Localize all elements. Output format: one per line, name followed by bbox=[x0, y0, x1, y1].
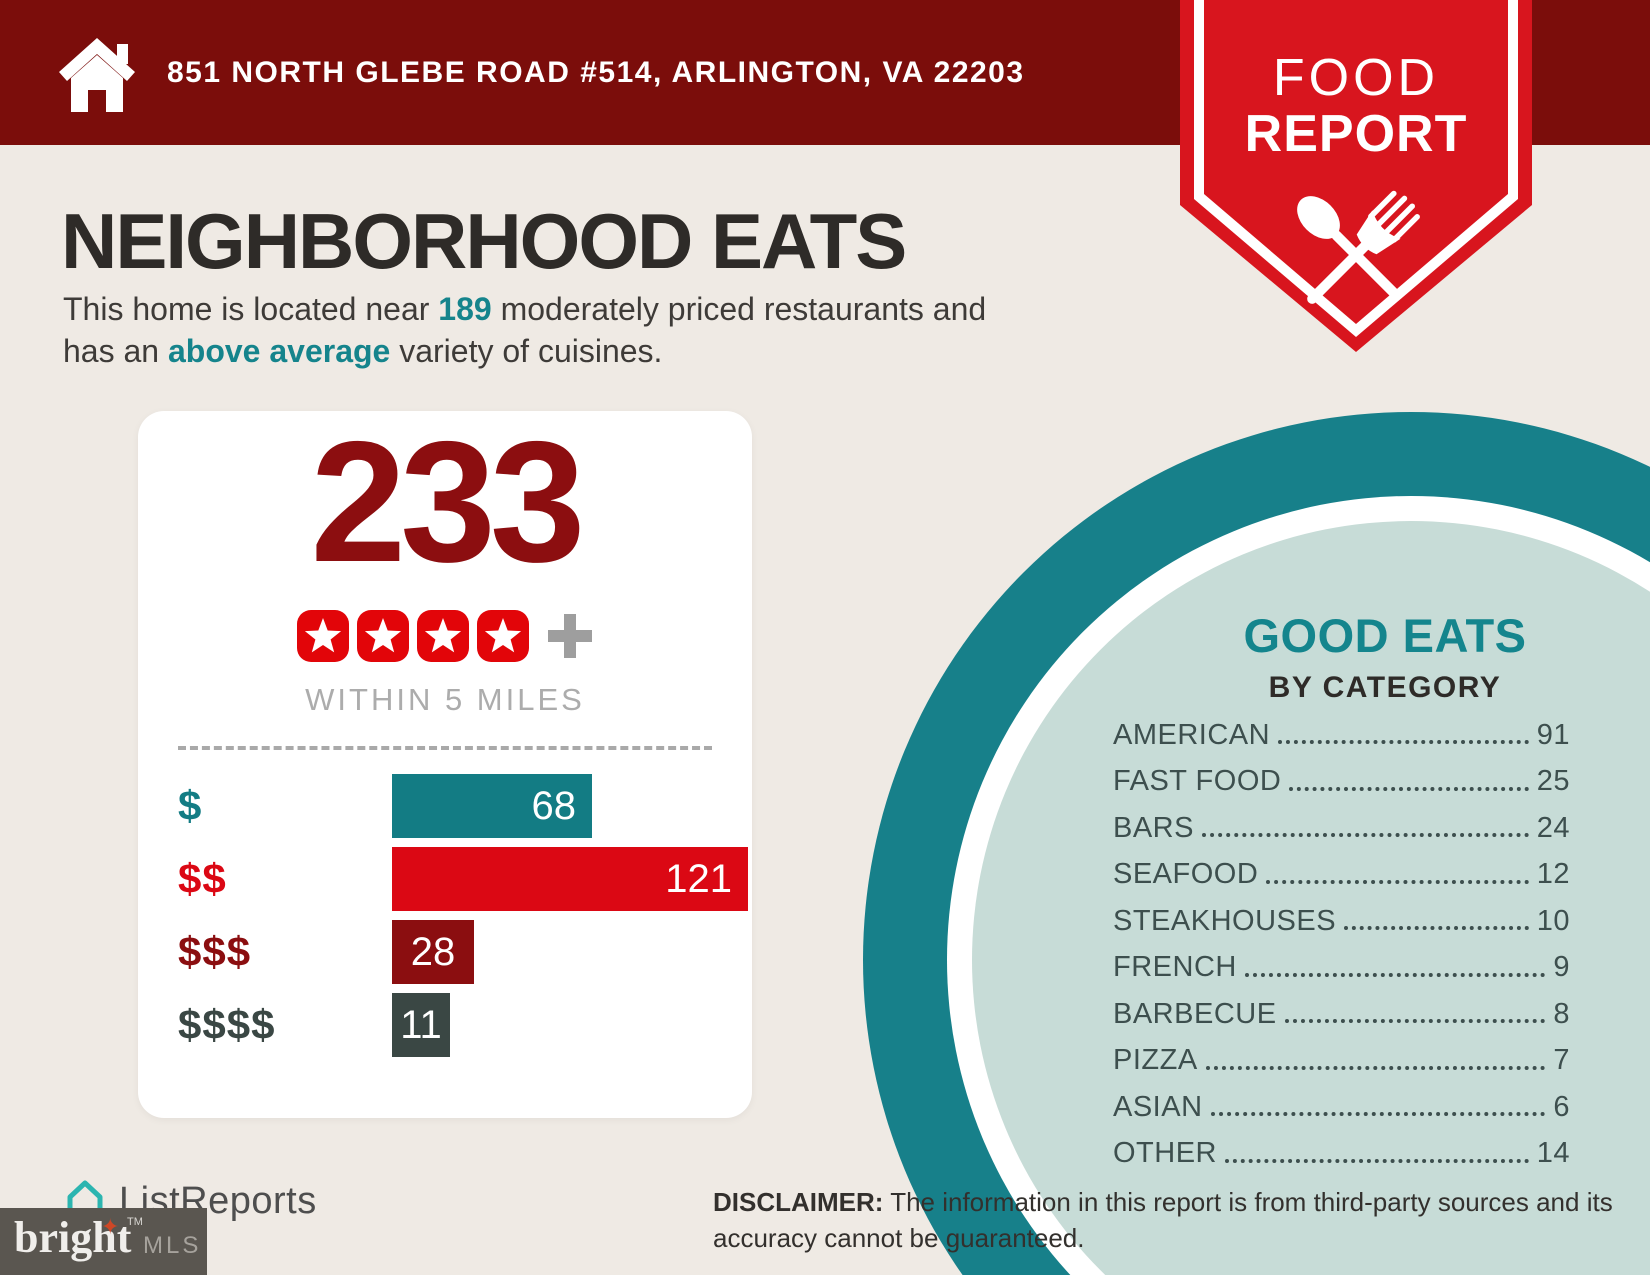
dotted-leader bbox=[1225, 1158, 1529, 1163]
dotted-leader bbox=[1210, 1112, 1546, 1117]
category-list-item: BARBECUE 8 bbox=[1113, 991, 1570, 1038]
good-eats-header: GOOD EATS BY CATEGORY bbox=[1095, 608, 1650, 705]
category-count: 9 bbox=[1553, 951, 1570, 984]
category-list-item: STEAKHOUSES 10 bbox=[1113, 898, 1570, 945]
dotted-leader bbox=[1244, 972, 1546, 977]
intro-text-end: variety of cuisines. bbox=[390, 333, 663, 369]
bright-leaf-icon: ✦ bbox=[101, 1214, 120, 1239]
category-label: FRENCH bbox=[1113, 951, 1237, 984]
category-label: ASIAN bbox=[1113, 1090, 1203, 1123]
star-icon bbox=[417, 610, 469, 663]
price-bar: 121 bbox=[392, 847, 748, 912]
ribbon-text: FOOD REPORT bbox=[1180, 52, 1532, 160]
category-list-item: FAST FOOD 25 bbox=[1113, 759, 1570, 806]
property-address: 851 NORTH GLEBE ROAD #514, ARLINGTON, VA… bbox=[167, 55, 1025, 89]
price-bar-value: 68 bbox=[531, 783, 577, 828]
price-bar-row: $$$$ 11 bbox=[178, 993, 752, 1058]
restaurant-count-highlight: 189 bbox=[438, 291, 492, 327]
intro-text-mid: moderately priced restaurants and bbox=[491, 291, 987, 327]
plus-icon bbox=[548, 614, 592, 659]
food-report-ribbon: FOOD REPORT bbox=[1180, 0, 1532, 362]
category-list-item: FRENCH 9 bbox=[1113, 945, 1570, 992]
price-bar-row: $68 bbox=[178, 774, 752, 839]
restaurant-stats-card: 233 WITHIN 5 MILES $68 $$ 121 $$$ 28 $$$$ 11 bbox=[138, 411, 752, 1118]
price-bar-value: 11 bbox=[400, 1002, 442, 1047]
within-miles-label: WITHIN 5 MILES bbox=[305, 682, 585, 718]
category-label: BARS bbox=[1113, 811, 1194, 844]
star-rating bbox=[138, 610, 752, 663]
price-bar: 68 bbox=[392, 774, 592, 839]
dotted-leader bbox=[1284, 1019, 1546, 1024]
dotted-leader bbox=[1201, 833, 1529, 838]
bright-wordmark: bright bbox=[14, 1213, 132, 1262]
mls-wordmark: MLS bbox=[143, 1232, 202, 1259]
price-tier-label: $$$$ bbox=[178, 1001, 276, 1049]
category-list-item: SEAFOOD 12 bbox=[1113, 852, 1570, 899]
star-icon bbox=[297, 610, 349, 663]
category-list-item: AMERICAN 91 bbox=[1113, 712, 1570, 759]
intro-text-line2: has an bbox=[63, 333, 168, 369]
category-count: 24 bbox=[1536, 811, 1570, 844]
price-bar-chart: $68 $$ 121 $$$ 28 $$$$ 11 bbox=[178, 774, 752, 1058]
category-count: 91 bbox=[1536, 718, 1570, 751]
category-label: STEAKHOUSES bbox=[1113, 904, 1337, 937]
category-count: 7 bbox=[1553, 1044, 1570, 1077]
price-tier-label: $$$ bbox=[178, 928, 252, 976]
category-label: FAST FOOD bbox=[1113, 765, 1282, 798]
category-label: AMERICAN bbox=[1113, 718, 1271, 751]
bright-mls-logo: bright ✦ TM MLS bbox=[0, 1208, 207, 1275]
star-icon bbox=[477, 610, 529, 663]
category-list-item: BARS 24 bbox=[1113, 805, 1570, 852]
good-eats-title: GOOD EATS bbox=[1243, 609, 1527, 662]
bright-trademark: TM bbox=[127, 1216, 143, 1228]
category-count: 6 bbox=[1553, 1090, 1570, 1123]
price-bar-value: 28 bbox=[410, 929, 456, 974]
good-eats-category-list: AMERICAN 91 FAST FOOD 25 BARS 24 SEAFOOD 12 STEA… bbox=[1113, 712, 1570, 1177]
star-icon bbox=[357, 610, 409, 663]
price-bar-row: $$ 121 bbox=[178, 847, 752, 912]
category-label: SEAFOOD bbox=[1113, 858, 1259, 891]
category-list-item: OTHER 14 bbox=[1113, 1131, 1570, 1178]
dotted-leader bbox=[1205, 1065, 1546, 1070]
dashed-divider bbox=[178, 746, 712, 751]
intro-sentence: This home is located near 189 moderately… bbox=[63, 288, 1163, 372]
price-tier-label: $ bbox=[178, 782, 203, 830]
price-bar-row: $$$ 28 bbox=[178, 920, 752, 985]
price-tier-label: $$ bbox=[178, 855, 227, 903]
category-label: PIZZA bbox=[1113, 1044, 1198, 1077]
category-list-item: ASIAN 6 bbox=[1113, 1084, 1570, 1131]
dotted-leader bbox=[1344, 926, 1529, 931]
category-label: BARBECUE bbox=[1113, 997, 1277, 1030]
good-eats-subtitle: BY CATEGORY bbox=[1268, 671, 1502, 704]
disclaimer-line2: accuracy cannot be guaranteed. bbox=[713, 1223, 1085, 1253]
restaurant-count: 233 bbox=[310, 406, 586, 598]
category-list-item: PIZZA 7 bbox=[1113, 1038, 1570, 1085]
disclaimer-label: DISCLAIMER: bbox=[713, 1187, 884, 1217]
above-average-highlight: above average bbox=[167, 333, 391, 369]
category-count: 14 bbox=[1536, 1137, 1570, 1170]
category-count: 12 bbox=[1536, 858, 1570, 891]
page-title: NEIGHBORHOOD EATS bbox=[61, 197, 907, 285]
category-count: 8 bbox=[1553, 997, 1570, 1030]
price-bar-value: 121 bbox=[665, 856, 732, 901]
dotted-leader bbox=[1266, 879, 1529, 884]
category-label: OTHER bbox=[1113, 1137, 1217, 1170]
price-bar: 28 bbox=[392, 920, 474, 985]
home-icon bbox=[55, 28, 139, 120]
intro-text: This home is located near bbox=[63, 291, 439, 327]
price-bar: 11 bbox=[392, 993, 450, 1058]
dotted-leader bbox=[1289, 786, 1529, 791]
dotted-leader bbox=[1278, 740, 1529, 745]
ribbon-shape bbox=[1180, 0, 1532, 352]
disclaimer-text: DISCLAIMER: The information in this repo… bbox=[713, 1184, 1613, 1256]
category-count: 10 bbox=[1536, 904, 1570, 937]
ribbon-report-label: REPORT bbox=[1244, 105, 1468, 163]
category-count: 25 bbox=[1536, 765, 1570, 798]
ribbon-food-label: FOOD bbox=[1272, 49, 1440, 107]
disclaimer-line1: The information in this report is from t… bbox=[883, 1187, 1613, 1217]
